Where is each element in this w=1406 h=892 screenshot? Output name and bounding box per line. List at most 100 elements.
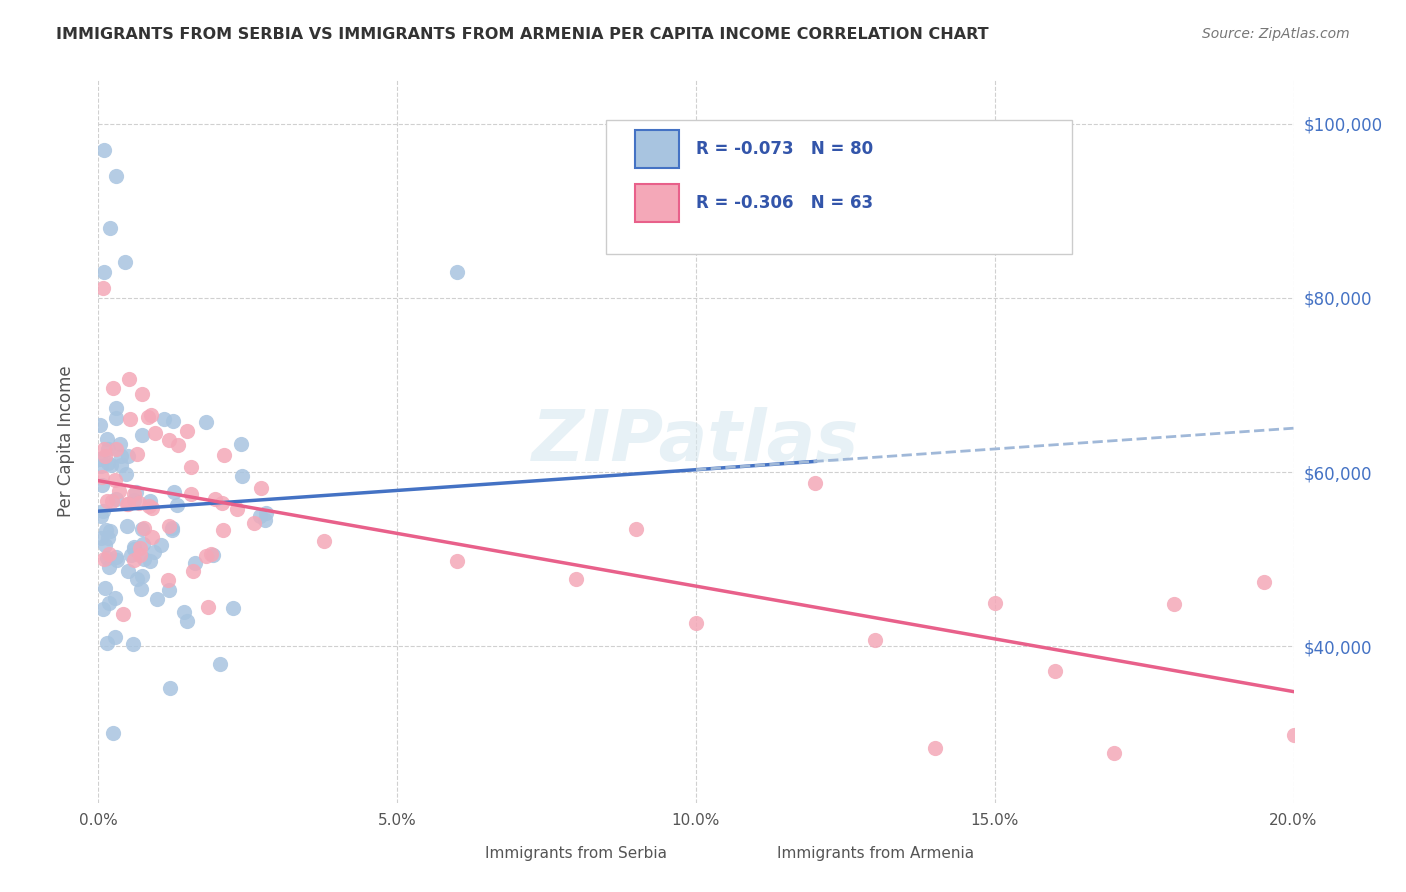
Point: [131, 428, 153, 442]
Point: [157, 573, 180, 587]
Point: [98, 560, 121, 574]
Point: [101, 493, 124, 508]
Point: [166, 499, 188, 513]
Point: [104, 630, 127, 644]
Point: [97, 456, 120, 470]
Point: [128, 496, 150, 510]
Point: [136, 410, 159, 425]
Point: [139, 554, 162, 568]
Point: [139, 409, 162, 423]
Point: [254, 512, 277, 526]
Point: [115, 467, 138, 481]
Point: [118, 412, 141, 426]
Point: [197, 599, 219, 614]
Point: [446, 265, 468, 279]
Point: [132, 537, 155, 551]
Point: [104, 442, 127, 457]
Point: [117, 497, 139, 511]
Point: [146, 591, 169, 606]
Point: [180, 487, 202, 501]
Point: [249, 508, 271, 523]
Text: ZIPatlas: ZIPatlas: [533, 407, 859, 476]
Point: [195, 415, 218, 429]
Point: [104, 411, 127, 425]
Point: [94, 523, 117, 537]
Point: [122, 493, 145, 508]
Point: [131, 582, 153, 597]
FancyBboxPatch shape: [636, 130, 679, 168]
Point: [143, 425, 166, 440]
Point: [209, 657, 232, 672]
Point: [163, 485, 186, 500]
Point: [98, 221, 122, 235]
Point: [152, 412, 174, 426]
Point: [115, 519, 138, 533]
Point: [226, 501, 249, 516]
Point: [183, 557, 205, 571]
Point: [128, 548, 150, 562]
Point: [93, 538, 115, 552]
Point: [114, 255, 136, 269]
Point: [125, 572, 148, 586]
Point: [100, 458, 122, 472]
Point: [685, 615, 707, 630]
Point: [98, 524, 121, 538]
Point: [122, 542, 145, 557]
Point: [924, 741, 946, 756]
Point: [96, 494, 118, 508]
Point: [173, 605, 195, 619]
Point: [1253, 575, 1275, 590]
Point: [804, 476, 827, 491]
Text: R = -0.306   N = 63: R = -0.306 N = 63: [696, 194, 873, 212]
Point: [110, 437, 132, 451]
Text: IMMIGRANTS FROM SERBIA VS IMMIGRANTS FROM ARMENIA PER CAPITA INCOME CORRELATION : IMMIGRANTS FROM SERBIA VS IMMIGRANTS FRO…: [56, 27, 988, 42]
Point: [91, 601, 114, 615]
Point: [142, 545, 165, 559]
Point: [138, 499, 160, 513]
Point: [104, 473, 127, 487]
Point: [105, 552, 128, 566]
Point: [160, 521, 183, 535]
Point: [131, 387, 153, 401]
Point: [1163, 597, 1185, 611]
Point: [112, 607, 135, 621]
Point: [96, 636, 118, 650]
Point: [89, 451, 111, 466]
Point: [242, 516, 264, 530]
Point: [118, 371, 141, 385]
Point: [212, 523, 235, 537]
Point: [1282, 728, 1305, 742]
Point: [984, 596, 1007, 610]
Point: [97, 442, 120, 456]
Point: [128, 541, 150, 555]
Point: [93, 442, 115, 456]
Point: [131, 569, 153, 583]
Point: [91, 504, 114, 518]
Point: [134, 521, 156, 535]
Point: [117, 565, 139, 579]
Point: [127, 447, 149, 461]
Point: [90, 478, 112, 492]
Point: [90, 459, 112, 474]
Point: [162, 414, 184, 428]
Point: [91, 281, 114, 295]
Point: [103, 381, 125, 395]
Point: [125, 484, 148, 499]
FancyBboxPatch shape: [606, 120, 1073, 253]
Point: [115, 497, 138, 511]
Point: [176, 424, 198, 438]
Point: [157, 583, 180, 598]
Point: [212, 448, 235, 462]
Point: [211, 496, 233, 510]
Point: [150, 538, 173, 552]
Point: [105, 549, 128, 564]
Point: [157, 433, 180, 447]
Point: [122, 637, 145, 651]
Text: Immigrants from Armenia: Immigrants from Armenia: [776, 846, 974, 861]
Point: [96, 432, 118, 446]
Point: [176, 614, 198, 628]
Point: [195, 549, 218, 564]
Point: [250, 481, 273, 495]
Point: [157, 519, 180, 533]
Point: [1043, 665, 1066, 679]
